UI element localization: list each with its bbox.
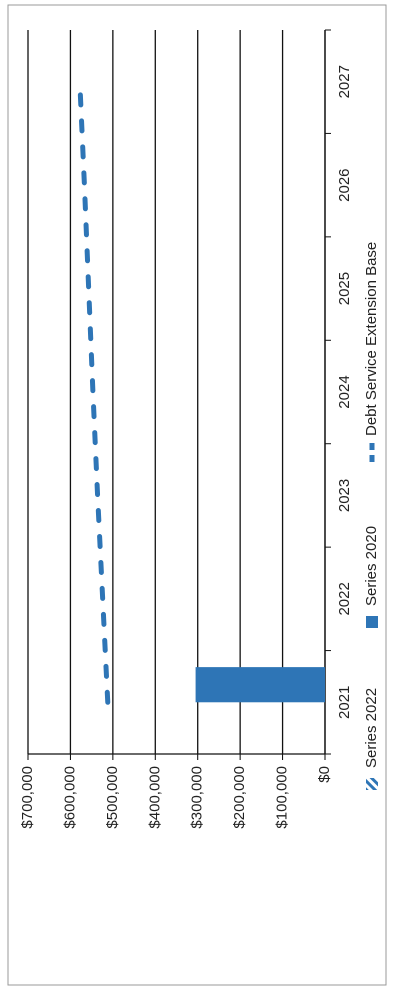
y-tick-label: $700,000 (19, 766, 36, 829)
y-tick-label: $100,000 (274, 766, 291, 829)
x-tick-label: 2025 (336, 272, 353, 305)
x-tick-label: 2024 (336, 375, 353, 408)
bar (195, 667, 325, 703)
legend-swatch (366, 778, 378, 790)
x-tick-label: 2027 (336, 65, 353, 98)
y-tick-label: $300,000 (189, 766, 206, 829)
x-tick-label: 2022 (336, 582, 353, 615)
legend-label: Series 2020 (363, 526, 380, 606)
y-tick-label: $600,000 (61, 766, 78, 829)
y-tick-label: $500,000 (104, 766, 121, 829)
y-tick-label: $400,000 (146, 766, 163, 829)
x-tick-label: 2026 (336, 168, 353, 201)
y-tick-label: $200,000 (231, 766, 248, 829)
rotated-chart: $0 $100,000 $200,000 $300,000 $400,000 $500,0… (7, 4, 387, 986)
legend-swatch (366, 616, 378, 628)
chart-frame (7, 4, 387, 986)
legend-label: Debt Service Extension Base (363, 242, 380, 436)
x-tick-label: 2021 (336, 686, 353, 719)
y-tick-label: $0 (316, 766, 333, 783)
x-tick-label: 2023 (336, 479, 353, 512)
legend-label: Series 2022 (363, 688, 380, 768)
line (77, 79, 111, 705)
